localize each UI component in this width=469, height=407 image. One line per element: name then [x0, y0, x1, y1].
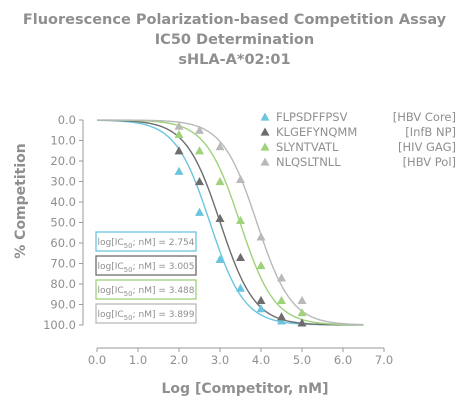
data-point-4: [215, 142, 225, 151]
x-tick-label: 0.0: [88, 353, 106, 367]
data-point-4: [297, 295, 307, 304]
x-tick-label: 7.0: [375, 353, 393, 367]
ic50-label-prefix: log[IC: [98, 262, 124, 272]
ic50-box: [95, 303, 197, 324]
data-point-3: [174, 129, 184, 138]
data-point-1: [195, 207, 204, 216]
data-point-2: [215, 213, 225, 222]
legend-tag: [InfB NP]: [405, 125, 456, 139]
y-tick-label: 80.0: [50, 277, 76, 291]
data-point-4: [195, 125, 204, 134]
ic50-label-subscript: 50: [124, 290, 133, 298]
x-tick-label: 6.0: [334, 353, 352, 367]
axes-group: 0.0 1.0 2.0 3.0 4.0 5.0 6.0 7.0 0.0 10.0 20.0 30.0 4…: [43, 113, 393, 367]
data-point-3: [256, 261, 266, 270]
legend-marker: [260, 112, 270, 121]
data-point-3: [195, 146, 204, 155]
data-point-3: [277, 295, 286, 304]
fit-curve-2: [96, 119, 364, 326]
data-point-2: [297, 318, 307, 327]
legend-tag: [HBV Pol]: [403, 155, 456, 169]
ic50-label: log[IC50; nM] = 3.005: [98, 262, 195, 274]
legend-marker: [260, 127, 270, 136]
fit-curves-group: [96, 119, 364, 326]
data-point-2: [277, 312, 286, 321]
data-points-group: [174, 121, 307, 327]
ic50-box: [95, 255, 197, 276]
data-point-1: [215, 254, 225, 263]
ic50-label-subscript: 50: [124, 242, 133, 250]
ic50-label-suffix: ; nM] = 3.005: [133, 262, 195, 272]
data-point-2: [256, 295, 266, 304]
ic50-label-subscript: 50: [124, 266, 133, 274]
data-point-3: [215, 177, 225, 186]
y-tick-label: 70.0: [50, 257, 76, 271]
y-tick-label: 40.0: [50, 195, 76, 209]
data-point-1: [174, 166, 184, 175]
ic50-label: log[IC50; nM] = 3.488: [98, 286, 195, 298]
chart-title-line-2: IC50 Determination: [155, 32, 314, 48]
x-tick-label: 1.0: [129, 353, 147, 367]
x-tick-label: 5.0: [293, 353, 311, 367]
ic50-label-prefix: log[IC: [98, 238, 124, 248]
y-tick-label: 30.0: [50, 175, 76, 189]
data-point-4: [174, 121, 184, 130]
y-tick-label: 100.0: [43, 318, 76, 332]
data-point-4: [256, 232, 266, 241]
y-tick-label: 0.0: [58, 113, 76, 127]
data-point-4: [277, 273, 286, 282]
ic50-label-subscript: 50: [124, 314, 133, 322]
data-point-3: [236, 215, 245, 225]
x-axis-title: Log [Competitor, nM]: [162, 381, 329, 397]
data-point-2: [236, 252, 245, 261]
ic50-label-suffix: ; nM] = 3.488: [133, 286, 195, 296]
legend-name: FLPSDFFPSV: [276, 110, 348, 124]
chart-title-line-1: Fluorescence Polarization-based Competit…: [23, 12, 447, 28]
y-tick-label: 90.0: [50, 298, 76, 312]
ic50-label-prefix: log[IC: [98, 310, 124, 320]
data-point-4: [236, 174, 245, 184]
chart-title-line-3: sHLA-A*02:01: [178, 52, 290, 68]
y-tick-label: 60.0: [50, 236, 76, 250]
ic50-box: [95, 231, 197, 252]
data-point-2: [174, 146, 184, 155]
ic50-box: [95, 279, 197, 300]
y-tick-label: 10.0: [50, 134, 76, 148]
legend-tag: [HBV Core]: [393, 110, 456, 124]
y-tick-label: 20.0: [50, 154, 76, 168]
legend-name: KLGEFYNQMM: [276, 125, 357, 139]
x-tick-label: 3.0: [211, 353, 229, 367]
ic50-label-prefix: log[IC: [98, 286, 124, 296]
x-tick-label: 4.0: [252, 353, 270, 367]
legend-name: SLYNTVATL: [276, 140, 339, 154]
data-point-2: [195, 177, 204, 186]
legend: FLPSDFFPSV [HBV Core] KLGEFYNQMM [InfB NP] S…: [260, 110, 456, 169]
legend-tag: [HIV GAG]: [398, 140, 456, 154]
fit-curve-4: [97, 119, 364, 326]
legend-marker: [260, 157, 270, 166]
ic50-label: log[IC50; nM] = 3.899: [98, 310, 195, 322]
ic50-label: log[IC50; nM] = 2.754: [98, 238, 195, 250]
data-point-1: [256, 304, 266, 313]
legend-marker: [260, 142, 270, 151]
data-point-3: [297, 308, 307, 317]
ic50-label-suffix: ; nM] = 3.899: [133, 310, 195, 320]
x-tick-label: 2.0: [170, 353, 188, 367]
data-point-1: [277, 316, 286, 325]
legend-name: NLQSLTNLL: [276, 155, 341, 169]
y-tick-label: 50.0: [50, 216, 76, 230]
data-point-1: [236, 283, 245, 292]
ic50-label-suffix: ; nM] = 2.754: [133, 238, 195, 248]
y-axis-title: % Competition: [13, 143, 29, 258]
